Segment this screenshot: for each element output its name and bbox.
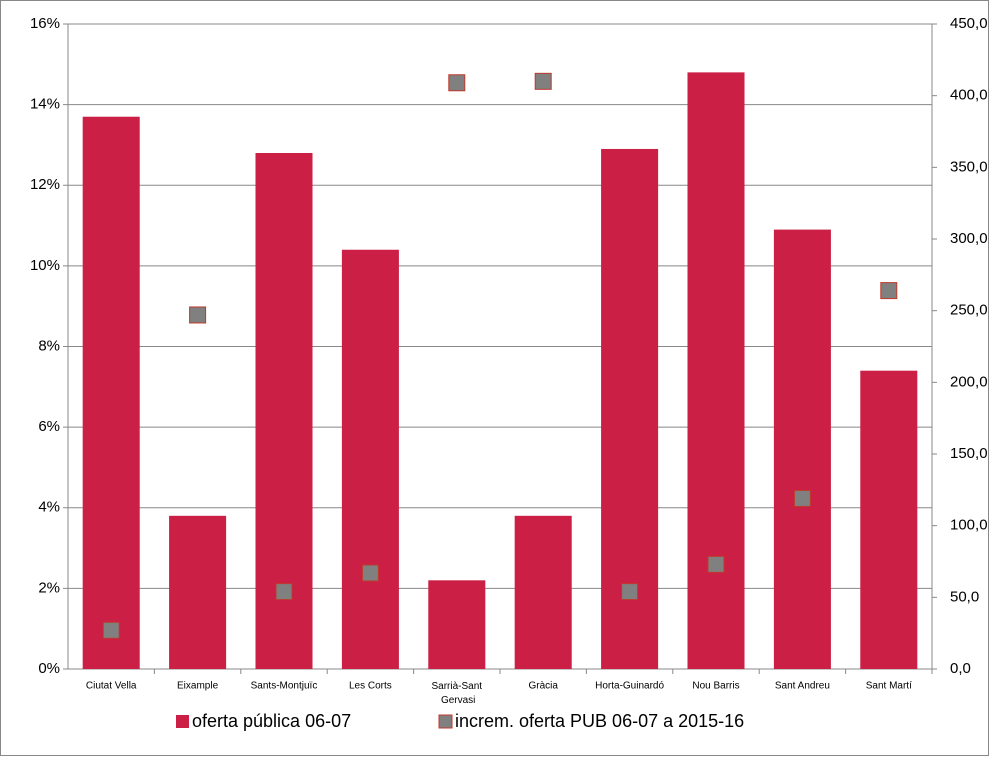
y-tick-label: 0% — [38, 660, 60, 677]
legend-label: increm. oferta PUB 06-07 a 2015-16 — [455, 711, 744, 731]
bar — [341, 249, 399, 669]
bar — [773, 229, 831, 669]
bar — [601, 148, 659, 669]
y2-tick-label: 0,0 — [950, 660, 971, 677]
marker — [880, 282, 898, 300]
y-tick-label: 2% — [38, 579, 60, 596]
y2-tick-label: 200,0 — [950, 373, 988, 390]
y-tick-label: 10% — [30, 257, 60, 274]
marker — [621, 583, 639, 601]
x-tick-label: Eixample — [177, 681, 219, 692]
bar — [687, 72, 745, 669]
x-tick-label: Sant Andreu — [775, 681, 830, 692]
bar — [514, 515, 572, 669]
bar — [428, 580, 486, 669]
marker — [275, 583, 293, 601]
marker — [448, 74, 466, 92]
x-tick-label: Horta-Guinardó — [595, 681, 664, 692]
y-tick-label: 16% — [30, 15, 60, 32]
x-tick-label: Gràcia — [528, 681, 558, 692]
y-tick-label: 8% — [38, 337, 60, 354]
bar — [169, 515, 227, 669]
y-tick-label: 6% — [38, 418, 60, 435]
x-tick-label: Sarrià-Sant Gervasi — [432, 681, 483, 706]
x-tick-label: Les Corts — [349, 681, 392, 692]
y-tick-label: 12% — [30, 176, 60, 193]
x-tick-label: Nou Barris — [692, 681, 739, 692]
marker — [361, 564, 379, 582]
marker — [534, 72, 552, 90]
x-tick-label: Sant Martí — [866, 681, 912, 692]
marker — [707, 555, 725, 573]
legend-swatch — [438, 714, 453, 729]
legend-swatch — [176, 715, 189, 728]
bar — [860, 370, 918, 669]
y-tick-label: 4% — [38, 499, 60, 516]
x-tick-label: Sants-Montjuïc — [251, 681, 318, 692]
y-tick-label: 14% — [30, 96, 60, 113]
legend-label: oferta pública 06-07 — [192, 711, 351, 731]
bar — [255, 153, 313, 669]
marker — [793, 489, 811, 507]
y2-tick-label: 450,0 — [950, 15, 988, 32]
y2-tick-label: 400,0 — [950, 87, 988, 104]
y2-tick-label: 50,0 — [950, 588, 979, 605]
bar — [82, 116, 140, 669]
marker — [189, 306, 207, 324]
y2-tick-label: 100,0 — [950, 517, 988, 534]
y2-tick-label: 300,0 — [950, 230, 988, 247]
y2-tick-label: 150,0 — [950, 445, 988, 462]
x-tick-label: Ciutat Vella — [86, 681, 137, 692]
marker — [102, 621, 120, 639]
y2-tick-label: 250,0 — [950, 302, 988, 319]
y2-tick-label: 350,0 — [950, 158, 988, 175]
